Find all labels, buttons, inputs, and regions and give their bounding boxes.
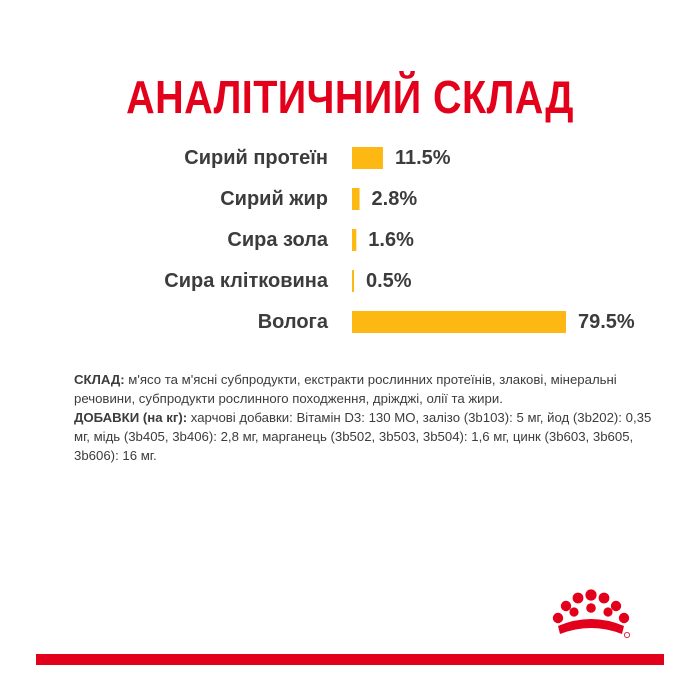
value-label: 2.8% <box>372 188 418 210</box>
additives-paragraph: ДОБАВКИ (на кг): харчові добавки: Вітамі… <box>74 408 654 465</box>
category-label: Вологa <box>258 311 329 333</box>
bar <box>352 270 354 292</box>
bottom-red-stripe <box>36 654 664 665</box>
royal-canin-crown-icon <box>552 589 631 639</box>
composition-block: СКЛАД: м'ясо та м'ясні субпродукти, екст… <box>74 370 654 465</box>
category-label: Сира клітковина <box>164 270 329 292</box>
category-label: Сира зола <box>227 229 329 251</box>
additives-text: харчові добавки: Вітамін D3: 130 МО, зал… <box>74 410 652 463</box>
value-label: 11.5% <box>395 147 451 169</box>
bar <box>352 147 383 169</box>
value-label: 1.6% <box>368 229 414 251</box>
bar <box>352 311 566 333</box>
bars-layer: Сирий протеїн 11.5% Сирий жир 2.8% Сира зола… <box>164 147 635 333</box>
ingredients-paragraph: СКЛАД: м'ясо та м'ясні субпродукти, екст… <box>74 370 654 408</box>
additives-label: ДОБАВКИ (на кг): <box>74 410 188 425</box>
bar <box>352 229 357 251</box>
value-label: 0.5% <box>366 270 412 292</box>
value-label: 79.5% <box>578 311 635 333</box>
page-title: АНАЛІТИЧНИЙ СКЛАД <box>126 71 574 123</box>
ingredients-text: м'ясо та м'ясні субпродукти, екстракти р… <box>74 372 617 406</box>
category-label: Сирий протеїн <box>184 147 328 169</box>
category-label: Сирий жир <box>220 188 328 210</box>
ingredients-label: СКЛАД: <box>74 372 125 387</box>
bar <box>352 188 360 210</box>
